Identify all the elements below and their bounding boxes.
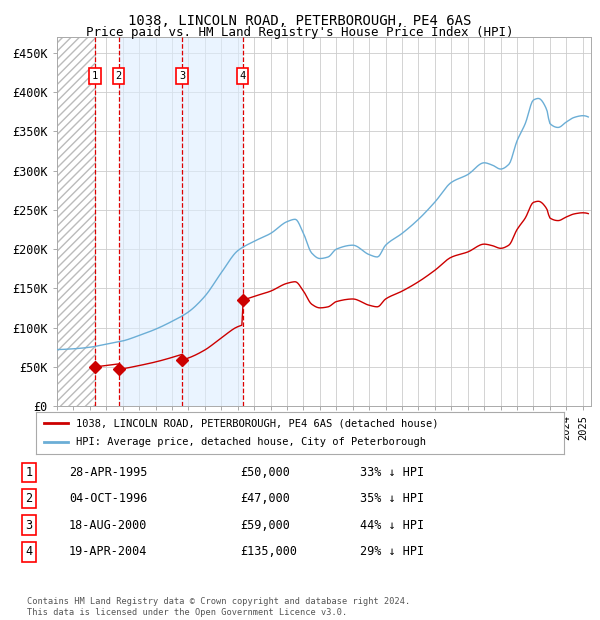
Text: 2: 2 [25,492,32,505]
Text: 3: 3 [179,71,185,81]
Text: 3: 3 [25,519,32,531]
Bar [119,37,242,406]
Text: £135,000: £135,000 [240,546,297,558]
Text: HPI: Average price, detached house, City of Peterborough: HPI: Average price, detached house, City… [76,438,425,448]
Bar [57,37,95,406]
Text: 19-APR-2004: 19-APR-2004 [69,546,148,558]
Text: 33% ↓ HPI: 33% ↓ HPI [360,466,424,479]
Text: 44% ↓ HPI: 44% ↓ HPI [360,519,424,531]
Text: 4: 4 [25,546,32,558]
Text: 2: 2 [115,71,122,81]
Text: 1038, LINCOLN ROAD, PETERBOROUGH, PE4 6AS: 1038, LINCOLN ROAD, PETERBOROUGH, PE4 6A… [128,14,472,29]
Text: £59,000: £59,000 [240,519,290,531]
Text: Price paid vs. HM Land Registry's House Price Index (HPI): Price paid vs. HM Land Registry's House … [86,26,514,39]
Text: 04-OCT-1996: 04-OCT-1996 [69,492,148,505]
Text: 4: 4 [239,71,246,81]
Text: 29% ↓ HPI: 29% ↓ HPI [360,546,424,558]
Text: 28-APR-1995: 28-APR-1995 [69,466,148,479]
Text: Contains HM Land Registry data © Crown copyright and database right 2024.
This d: Contains HM Land Registry data © Crown c… [27,598,410,617]
Text: 1: 1 [25,466,32,479]
Text: £50,000: £50,000 [240,466,290,479]
Text: 35% ↓ HPI: 35% ↓ HPI [360,492,424,505]
Text: 18-AUG-2000: 18-AUG-2000 [69,519,148,531]
Text: 1038, LINCOLN ROAD, PETERBOROUGH, PE4 6AS (detached house): 1038, LINCOLN ROAD, PETERBOROUGH, PE4 6A… [76,418,438,428]
Text: £47,000: £47,000 [240,492,290,505]
Text: 1: 1 [92,71,98,81]
